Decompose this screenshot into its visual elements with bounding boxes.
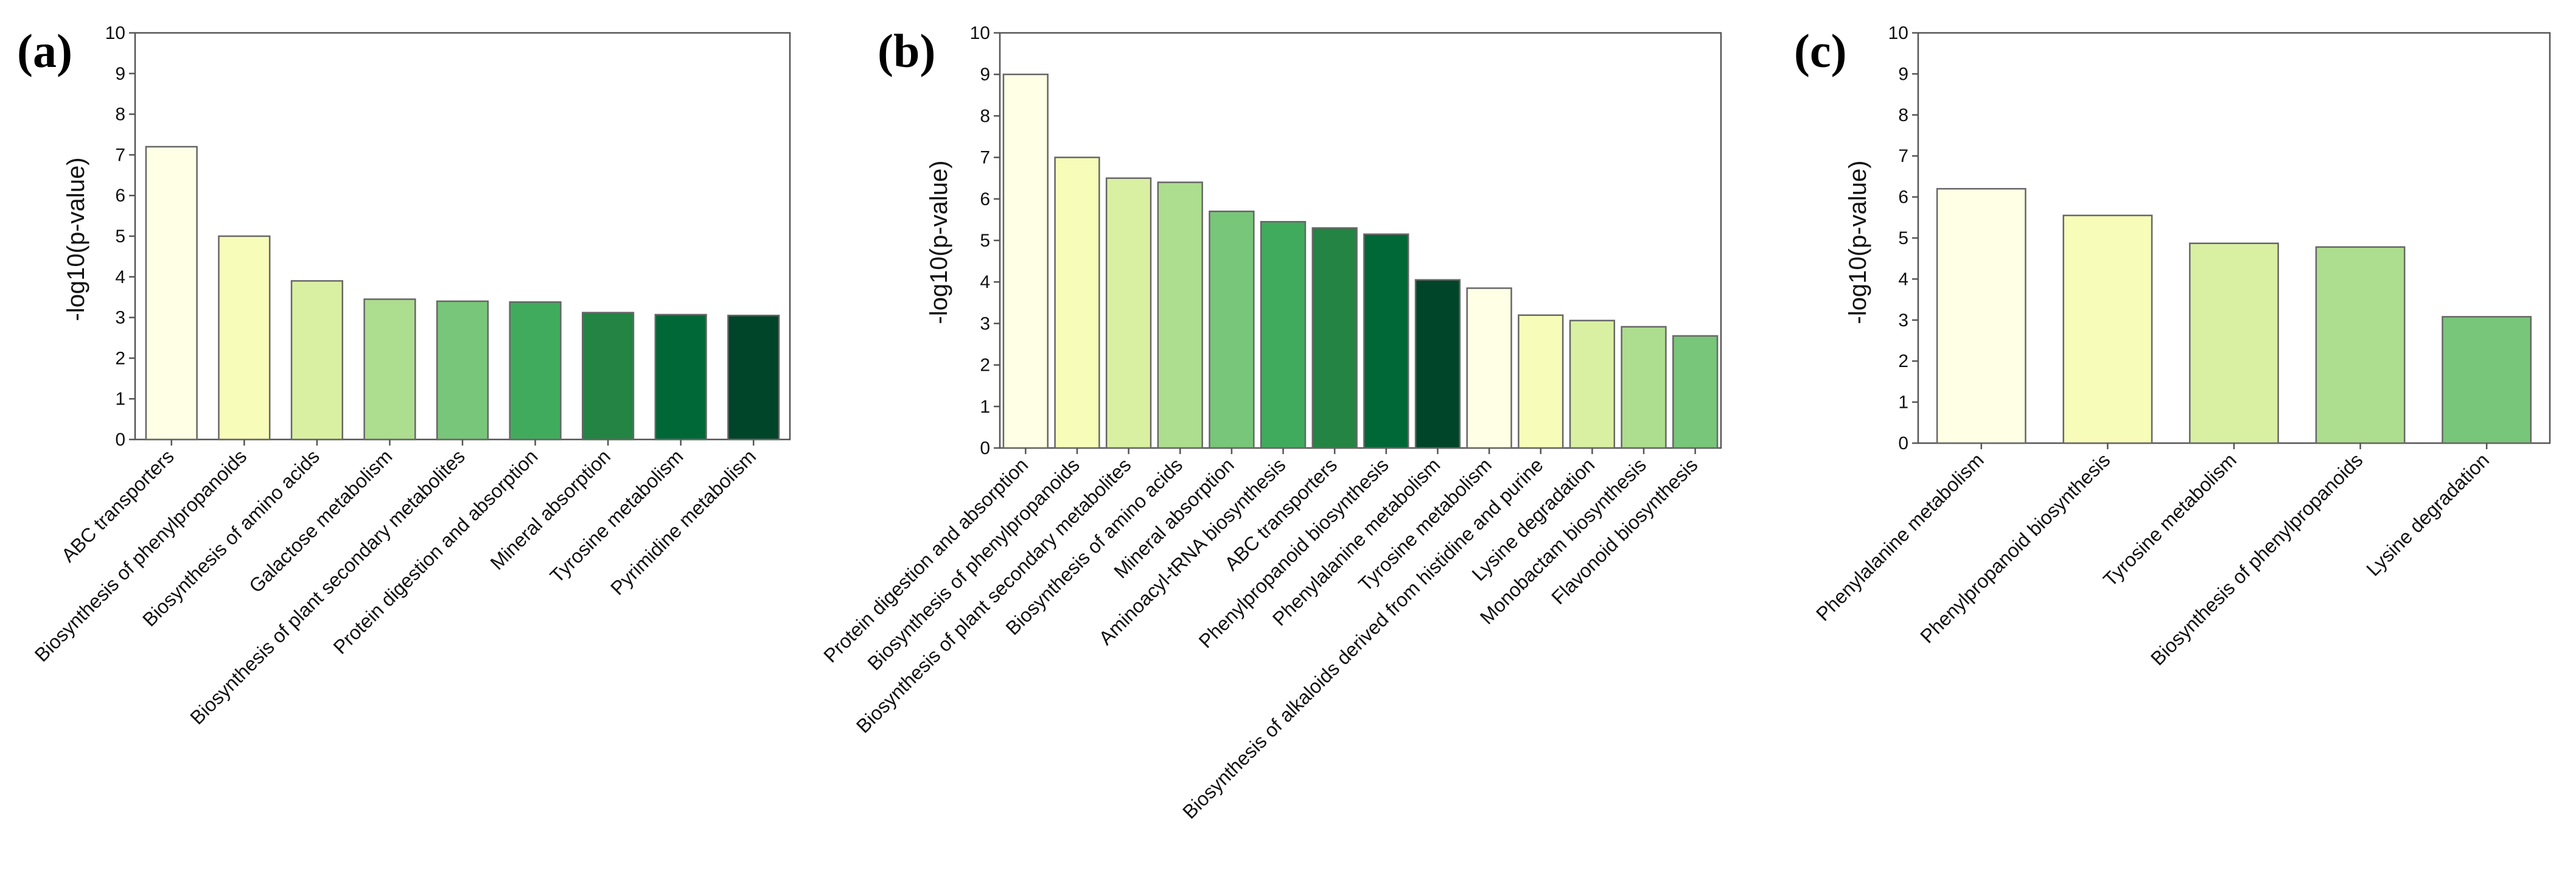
panel-c-category-label: Lysine degradation	[2362, 449, 2493, 580]
panel-b-y-tick-label: 6	[980, 189, 990, 209]
panel-b-bar	[1209, 211, 1255, 449]
panel-b-y-tick-label: 0	[980, 438, 990, 458]
panel-b-y-tick-label: 4	[980, 272, 990, 292]
panel-b-y-axis-title: -log10(p-value)	[926, 160, 952, 324]
panel-a-bar	[582, 312, 635, 441]
panel-c-category-label: Biosynthesis of phenylpropanoids	[2146, 449, 2367, 670]
panel-a-y-tick-label: 1	[115, 389, 125, 409]
panel-b-y-tick-label: 10	[970, 23, 990, 43]
panel-b-letter: (b)	[878, 24, 935, 77]
panel-c-bar	[1936, 187, 2026, 444]
panel-a-bar	[654, 313, 707, 441]
panel-a-bar	[727, 315, 780, 441]
panel-b-y-tick-label: 1	[980, 397, 990, 417]
panel-a-bar	[509, 301, 562, 441]
panel-c-y-tick-label: 4	[1898, 269, 1908, 289]
panel-a-y-tick-label: 2	[115, 348, 125, 368]
panel-b-bar	[1157, 181, 1203, 449]
panel-b: (b) -log10(p-value) 0 1 2 3 4 5 6 7 8 9 10 Protein …	[819, 23, 1722, 823]
panel-b-bar	[1260, 221, 1307, 449]
panel-b-y-tick-label: 2	[980, 355, 990, 376]
panel-c-y-tick-label: 5	[1898, 228, 1908, 248]
panel-b-y-tick-label: 7	[980, 148, 990, 168]
panel-a-bar	[363, 298, 416, 441]
panel-c-y-tick-label: 3	[1898, 310, 1908, 331]
panel-a-letter: (a)	[17, 24, 72, 77]
panel-c-y-tick-label: 8	[1898, 105, 1908, 125]
panel-a-bar	[145, 145, 198, 441]
panel-c-letter: (c)	[1794, 24, 1847, 77]
panel-a-y-axis-title: -log10(p-value)	[63, 157, 89, 321]
panel-c-y-tick-label: 10	[1888, 23, 1908, 43]
panel-c-y-tick-label: 1	[1898, 393, 1908, 413]
panel-c-bar	[2062, 214, 2153, 444]
panel-a-y-tick-label: 6	[115, 186, 125, 206]
panel-c-y-tick-label: 7	[1898, 146, 1908, 166]
panel-b-y-tick-label: 5	[980, 231, 990, 251]
panel-c-bar	[2189, 242, 2279, 444]
panel-a-bar	[290, 280, 343, 441]
panel-a-bar	[218, 235, 271, 441]
panel-c: (c) -log10(p-value) 012345678910Phenylal…	[1794, 23, 2551, 670]
panel-a-y-tick-label: 8	[115, 105, 125, 125]
panel-b-bar	[1414, 279, 1461, 449]
panel-a-category-label: Pyrimidine metabolism	[606, 445, 760, 599]
panel-b-bar	[1002, 73, 1049, 449]
panel-b-category-label: Biosynthesis of phenylpropanoids	[863, 453, 1084, 674]
panel-c-bar	[2315, 246, 2406, 444]
panel-b-bar	[1363, 233, 1409, 449]
panel-b-y-tick-label: 3	[980, 313, 990, 334]
panel-a-y-tick-label: 0	[115, 430, 125, 450]
panel-a-y-tick-label: 9	[115, 64, 125, 84]
panel-c-y-tick-label: 0	[1898, 433, 1908, 453]
panel-b-y-tick-label: 8	[980, 106, 990, 126]
panel-b-bar	[1311, 227, 1358, 449]
panel-c-category-label: Tyrosine metabolism	[2099, 449, 2241, 590]
panel-b-category-label: Protein digestion and absorption	[819, 453, 1032, 667]
panel-a-category-label: Mineral absorption	[486, 445, 615, 574]
panel-b-bar	[1621, 326, 1667, 449]
panel-a-y-tick-label: 7	[115, 145, 125, 165]
panel-a-y-tick-label: 4	[115, 267, 125, 287]
panel-a-category-label: Tyrosine metabolism	[546, 445, 688, 587]
panel-c-bar	[2442, 316, 2532, 444]
panel-b-category-label: Aminoacyl-tRNA biosynthesis	[1095, 453, 1290, 649]
panel-a-y-tick-label: 3	[115, 308, 125, 328]
panel-b-y-tick-label: 9	[980, 65, 990, 85]
panel-a-y-tick-label: 5	[115, 226, 125, 247]
panel-c-y-tick-label: 6	[1898, 187, 1908, 208]
panel-a-bar	[436, 300, 489, 441]
panel-b-bar	[1466, 287, 1512, 449]
panel-c-y-tick-label: 2	[1898, 351, 1908, 371]
panel-a-category-label: Galactose metabolism	[245, 445, 396, 597]
panel-b-bar	[1672, 335, 1719, 449]
panel-b-bar	[1054, 156, 1100, 449]
panel-c-y-axis-title: -log10(p-value)	[1845, 160, 1871, 324]
panel-b-bar	[1105, 177, 1152, 449]
panel-b-plot: 0 1 2 3 4 5 6 7 8 9 10 Protein digestion and absorp…	[819, 23, 1722, 823]
panel-b-bar	[1518, 314, 1564, 449]
panel-a-y-tick-label: 10	[105, 23, 125, 43]
panel-b-bar	[1569, 320, 1616, 449]
panel-c-y-tick-label: 9	[1898, 64, 1908, 84]
panel-a-category-label: Biosynthesis of plant secondary metaboli…	[186, 445, 469, 729]
